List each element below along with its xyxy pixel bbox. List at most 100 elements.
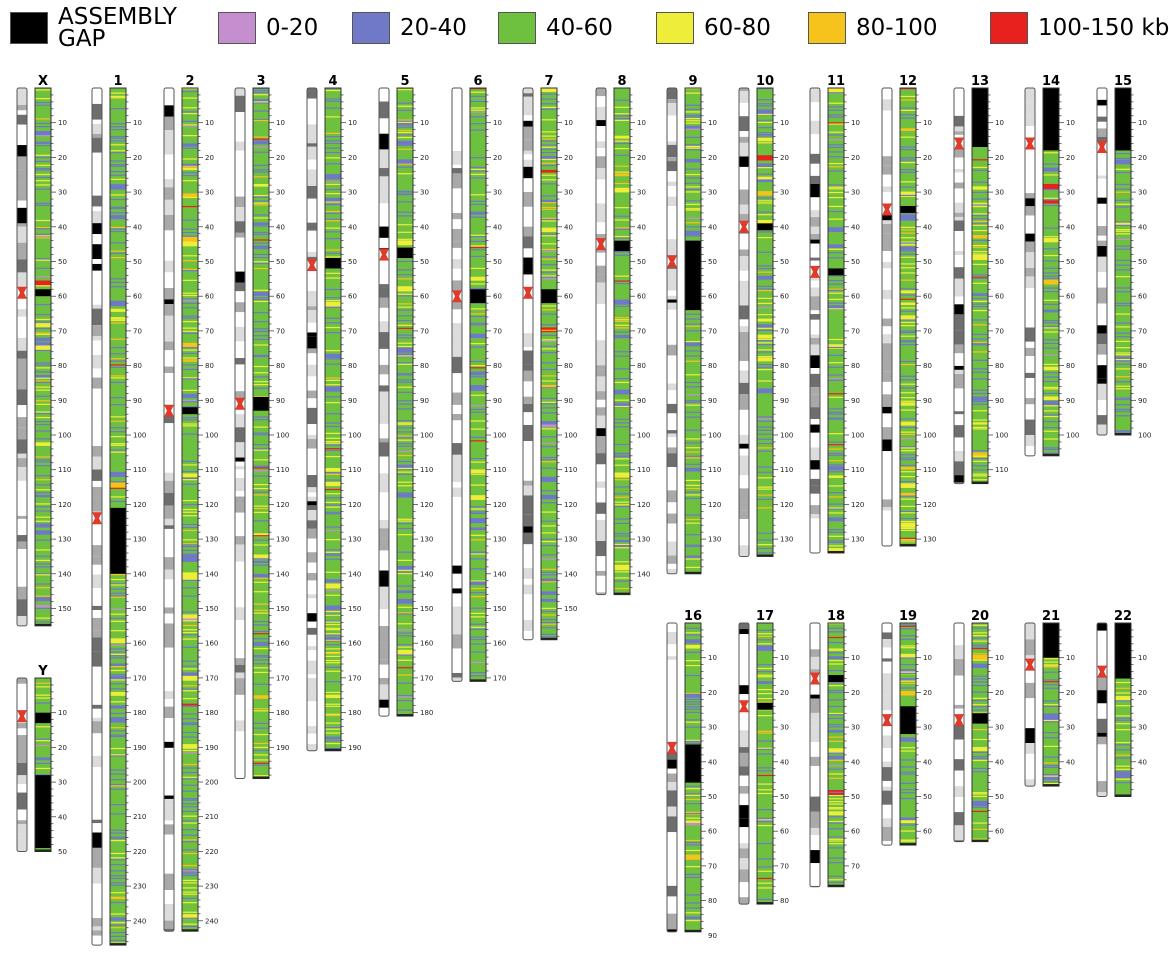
cytoband (17, 518, 27, 536)
density-segment (900, 645, 916, 647)
density-segment (972, 450, 988, 452)
density-segment (253, 239, 269, 241)
density-segment (397, 119, 413, 121)
cytoband (810, 742, 820, 757)
chromosome-label: 16 (684, 609, 702, 624)
cytoband (92, 803, 102, 815)
tick-label: 50 (923, 793, 932, 801)
density-segment (470, 100, 486, 103)
cytoband (452, 161, 462, 165)
cytoband (379, 176, 389, 187)
cytoband (307, 198, 317, 215)
cytoband (452, 668, 462, 673)
density-base (972, 623, 988, 842)
density-segment (182, 174, 198, 177)
cytoband (882, 99, 892, 111)
density-segment (325, 610, 341, 613)
density-segment (470, 612, 486, 614)
tick-label: 70 (995, 327, 1004, 335)
density-segment (828, 492, 844, 494)
density-segment (757, 898, 773, 901)
density-segment (397, 373, 413, 375)
cytoband (1097, 203, 1107, 213)
cytoband (667, 186, 677, 197)
density-segment (325, 140, 341, 142)
cytoband (164, 92, 174, 102)
density-segment (35, 304, 51, 306)
density-segment (325, 147, 341, 149)
cytoband (164, 272, 174, 281)
cytoband (452, 373, 462, 381)
tick-label: 60 (1066, 293, 1075, 301)
density-segment (325, 358, 341, 360)
density-segment (110, 377, 126, 379)
density-segment (541, 384, 557, 389)
density-segment (35, 506, 51, 508)
density-segment (325, 432, 341, 434)
density-segment (541, 511, 557, 513)
density-segment (972, 204, 988, 206)
cytoband (667, 361, 677, 375)
tick-label: 140 (493, 570, 506, 578)
tick-label: 100 (1138, 432, 1151, 440)
density-segment (614, 418, 630, 420)
density-segment (900, 481, 916, 483)
density-segment (1115, 388, 1131, 390)
density-segment (35, 374, 51, 378)
density-segment (614, 456, 630, 458)
cytoband (164, 594, 174, 608)
density-segment (110, 123, 126, 125)
density-segment (972, 637, 988, 639)
cytoband (954, 786, 964, 798)
density-segment (35, 337, 51, 342)
cytoband (882, 246, 892, 252)
density-segment (253, 746, 269, 748)
cytoband (164, 341, 174, 351)
density-segment (828, 292, 844, 294)
cytoband (92, 782, 102, 795)
cytoband (452, 573, 462, 589)
tick-label: 70 (780, 327, 789, 335)
density-segment (757, 334, 773, 339)
cytoband (307, 332, 317, 337)
cytoband (92, 814, 102, 820)
cytoband (523, 441, 533, 446)
cytoband (164, 703, 174, 707)
density-segment (685, 323, 701, 325)
cytoband (1097, 303, 1107, 319)
density-segment (325, 609, 341, 611)
density-segment (1043, 260, 1059, 262)
density-segment (757, 191, 773, 196)
density-segment (614, 399, 630, 401)
density-segment (470, 308, 486, 310)
cytoband (596, 365, 606, 370)
cytoband (92, 259, 102, 264)
density-segment (35, 465, 51, 467)
density-segment (757, 821, 773, 823)
density-segment (757, 135, 773, 137)
tick-label: 100 (493, 432, 506, 440)
density-segment (900, 522, 916, 528)
tick-label: 160 (205, 640, 218, 648)
cytoband (307, 627, 317, 635)
tick-label: 10 (780, 654, 789, 662)
legend-swatch-20-40 (352, 12, 390, 44)
tick-label: 110 (205, 466, 218, 474)
assembly-gap (397, 247, 413, 259)
cytoband (739, 479, 749, 489)
density-segment (614, 319, 630, 321)
density-segment (828, 535, 844, 537)
density-segment (757, 866, 773, 868)
cytoband (954, 88, 964, 97)
cytoband (307, 726, 317, 734)
cytoband (667, 644, 677, 657)
density-segment (110, 404, 126, 406)
cytoband (667, 447, 677, 454)
cytoband (235, 469, 245, 475)
density-segment (685, 92, 701, 94)
density-segment (397, 342, 413, 344)
cytoband (452, 424, 462, 428)
density-segment (397, 473, 413, 476)
density-segment (397, 159, 413, 165)
density-segment (397, 319, 413, 322)
